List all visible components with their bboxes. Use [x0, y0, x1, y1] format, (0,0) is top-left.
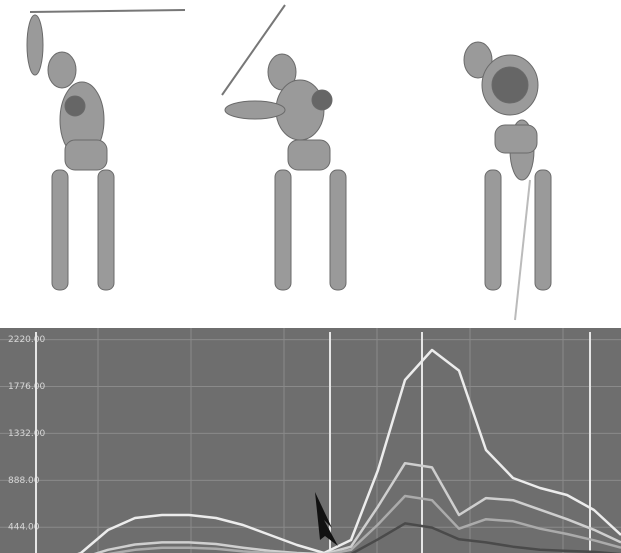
- y-tick-label: 888.00: [8, 476, 40, 486]
- y-tick-label: 2220.00: [8, 335, 45, 345]
- y-tick-label: 444.00: [8, 523, 40, 533]
- series-line: [349, 522, 621, 553]
- series-line: [93, 461, 621, 553]
- mannequins: [26, 4, 552, 321]
- series-line: [107, 494, 621, 553]
- series-line: [77, 348, 621, 553]
- frame-markers: [35, 332, 591, 553]
- y-tick-label: 1776.00: [8, 382, 45, 392]
- mannequin-downswing: [221, 4, 347, 291]
- mannequin-impact: [463, 41, 552, 321]
- plot-area: [0, 328, 621, 553]
- mannequin-backswing: [26, 9, 186, 291]
- arrow: [315, 492, 338, 546]
- y-tick-label: 1332.00: [8, 429, 45, 439]
